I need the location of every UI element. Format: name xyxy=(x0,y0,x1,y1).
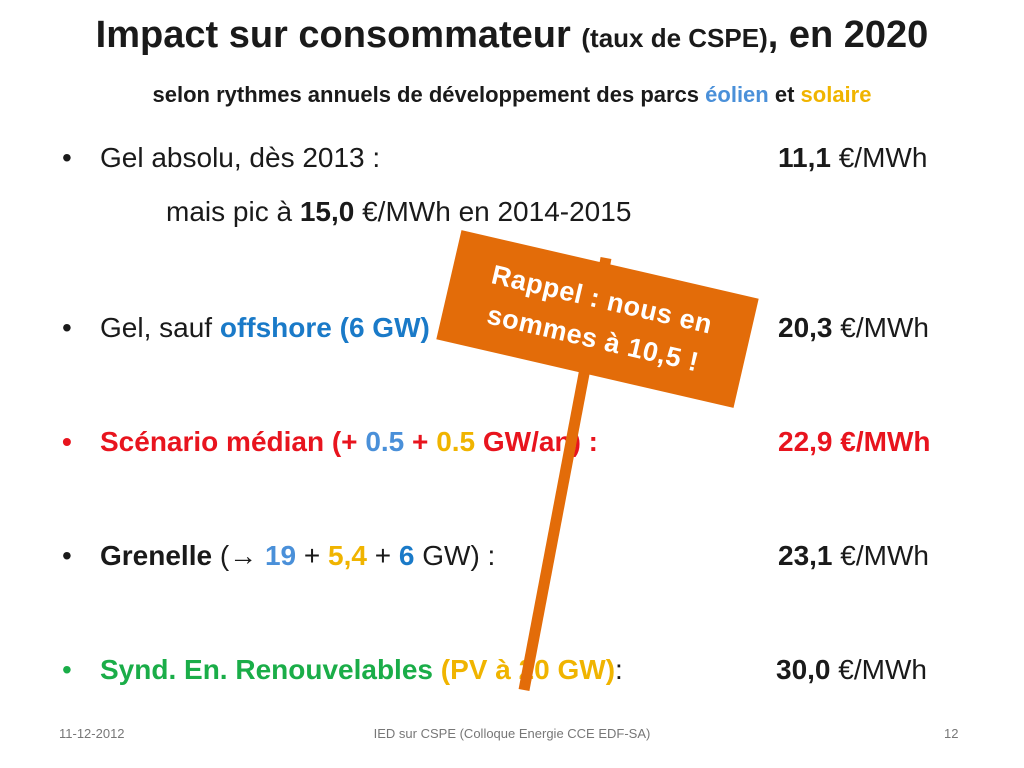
value-number: 20,3 xyxy=(778,312,833,343)
sub-line-bold: 15,0 xyxy=(299,196,355,227)
footer-date: 11-12-2012 xyxy=(59,726,125,741)
title-suffix: , en 2020 xyxy=(767,14,929,56)
sign-board: Rappel : nous en sommes à 10,5 ! xyxy=(436,230,759,408)
subtitle-before: selon rythmes annuels de développement d… xyxy=(152,82,706,107)
bullet-text: Gel absolu, dès 2013 : xyxy=(100,142,381,173)
value-number: 23,1 xyxy=(778,540,833,571)
bullet-text-solar: (PV à 20 GW) xyxy=(440,654,616,685)
subtitle-mid: et xyxy=(768,82,801,107)
value-number: 30,0 xyxy=(776,654,831,685)
bullet-value: 22,9 €/MWh xyxy=(778,426,931,457)
bullet-text: Scénario médian (+ 0.5 + 0.5 GW/an) : xyxy=(100,426,598,458)
bullet-text-part2: GW/an) : xyxy=(475,426,598,457)
sub-line-before: mais pic à xyxy=(166,196,300,227)
bullet-text-open: ( xyxy=(212,540,230,571)
title-paren: (taux de CSPE) xyxy=(581,23,768,53)
arrow-right-icon: → xyxy=(229,540,265,571)
bullet-text-end: GW) : xyxy=(414,540,496,571)
bullet-marker: • xyxy=(62,654,72,685)
bullet-text-solar: 5,4 xyxy=(328,540,367,571)
sub-line-after: €/MWh en 2014-2015 xyxy=(354,196,632,227)
bullet-text-offshore: 6 xyxy=(398,540,415,571)
title-main: Impact sur consommateur xyxy=(95,14,571,56)
bullet-marker: • xyxy=(62,540,72,571)
footer-page-number: 12 xyxy=(944,726,959,741)
subtitle-solar: solaire xyxy=(800,82,872,107)
subtitle-wind: éolien xyxy=(705,82,769,107)
bullet-text: Synd. En. Renouvelables (PV à 20 GW): xyxy=(100,654,623,686)
bullet-text: Grenelle (→ 19 + 5,4 + 6 GW) : xyxy=(100,540,495,572)
bullet-text-grenelle: Grenelle xyxy=(100,540,213,571)
bullet-text-sep1: + xyxy=(296,540,329,571)
bullet-marker: • xyxy=(62,312,72,343)
bullet-text-part1: Scénario médian (+ xyxy=(100,426,366,457)
bullet-value: 23,1 €/MWh xyxy=(778,540,929,572)
slide-subtitle: selon rythmes annuels de développement d… xyxy=(0,82,1024,108)
bullet-text-main: Gel, sauf xyxy=(100,312,220,343)
bullet-text-wind: 0.5 xyxy=(365,426,405,457)
bullet-text: Gel, sauf offshore (6 GW) : xyxy=(100,312,447,344)
bullet-marker: • xyxy=(62,426,72,457)
bullet-value: 30,0 €/MWh xyxy=(776,654,927,686)
bullet-text-wind: 19 xyxy=(264,540,297,571)
value-unit: €/MWh xyxy=(830,654,927,685)
value-number: 11,1 xyxy=(778,142,831,173)
bullet-text-sep2: + xyxy=(366,540,399,571)
bullet-value: 20,3 €/MWh xyxy=(778,312,929,344)
bullet-marker: • xyxy=(62,142,72,173)
bullet-text-colon: : xyxy=(615,654,623,685)
value-unit: €/MWh xyxy=(832,312,929,343)
bullet-value: 11,1 €/MWh xyxy=(778,142,927,174)
footer-center: IED sur CSPE (Colloque Energie CCE EDF-S… xyxy=(373,726,651,741)
slide-title: Impact sur consommateur (taux de CSPE), … xyxy=(0,14,1024,57)
bullet-text-plus: + xyxy=(404,426,437,457)
bullet-text-offshore: offshore (6 GW) : xyxy=(219,312,447,343)
value-unit: €/MWh xyxy=(832,540,929,571)
bullet-sub-line: mais pic à 15,0 €/MWh en 2014-2015 xyxy=(166,196,631,228)
value-unit: €/MWh xyxy=(830,142,928,173)
bullet-text-ser: Synd. En. Renouvelables xyxy=(100,654,441,685)
bullet-text-solar: 0.5 xyxy=(436,426,476,457)
